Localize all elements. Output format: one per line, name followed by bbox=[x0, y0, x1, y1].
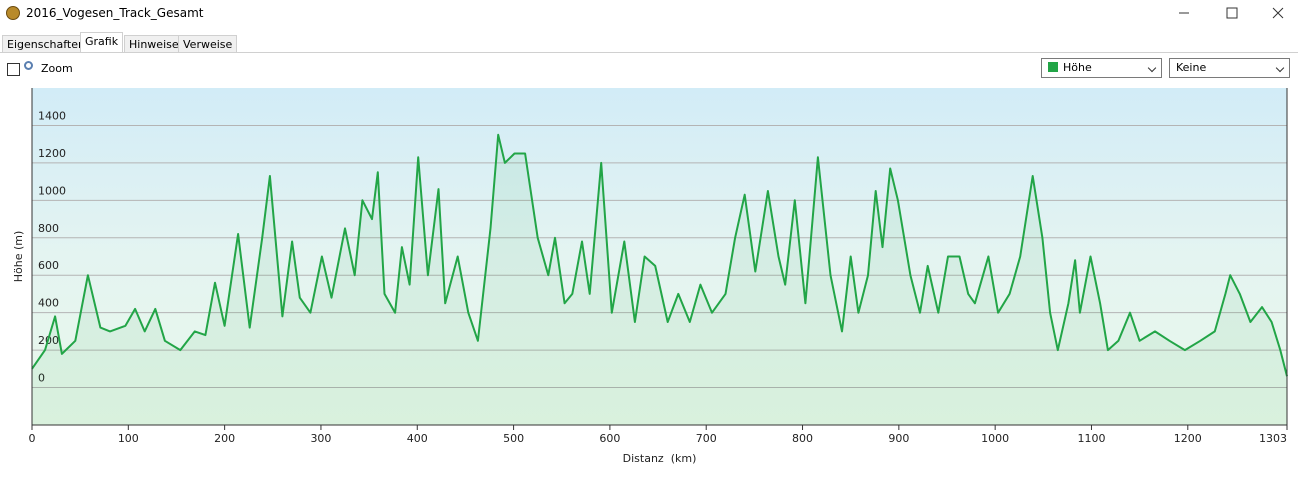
x-tick-label: 200 bbox=[214, 432, 235, 445]
x-tick-label: 600 bbox=[599, 432, 620, 445]
y-tick-label: 400 bbox=[38, 297, 59, 310]
x-tick-label: 700 bbox=[696, 432, 717, 445]
x-tick-label: 1100 bbox=[1077, 432, 1105, 445]
x-tick-label: 400 bbox=[407, 432, 428, 445]
x-tick-label: 800 bbox=[792, 432, 813, 445]
y-tick-label: 1000 bbox=[38, 184, 66, 197]
second-dropdown[interactable]: Keine bbox=[1169, 58, 1290, 78]
x-tick-label: 100 bbox=[118, 432, 139, 445]
x-tick-label: 0 bbox=[29, 432, 36, 445]
y-tick-label: 600 bbox=[38, 259, 59, 272]
x-tick-label: 500 bbox=[503, 432, 524, 445]
x-tick-label: 300 bbox=[310, 432, 331, 445]
zoom-label: Zoom bbox=[41, 62, 73, 75]
y-tick-label: 800 bbox=[38, 222, 59, 235]
app-icon bbox=[6, 6, 20, 20]
dropdown-text: Höhe bbox=[1063, 61, 1092, 74]
x-tick-label: 900 bbox=[888, 432, 909, 445]
tab[interactable]: Eigenschaften bbox=[2, 35, 90, 54]
dropdown-text: Keine bbox=[1176, 61, 1207, 74]
zoom-checkbox[interactable] bbox=[7, 63, 20, 76]
elevation-line bbox=[31, 133, 1288, 377]
tab[interactable]: Grafik bbox=[80, 32, 124, 54]
zoom-icon bbox=[24, 61, 33, 70]
x-tick-label: 1303 bbox=[1259, 432, 1287, 445]
maximize-button[interactable] bbox=[1222, 4, 1242, 22]
y-tick-label: 1400 bbox=[38, 109, 66, 122]
x-tick-label: 1000 bbox=[981, 432, 1009, 445]
series-dropdown[interactable]: Höhe bbox=[1041, 58, 1162, 78]
y-axis-title: Höhe (m) bbox=[12, 231, 25, 283]
title-bar: 2016_Vogesen_Track_Gesamt bbox=[0, 0, 1298, 28]
x-axis-title: Distanz (km) bbox=[623, 452, 697, 465]
x-tick-label: 1200 bbox=[1174, 432, 1202, 445]
close-button[interactable] bbox=[1268, 4, 1288, 22]
y-tick-label: 0 bbox=[38, 372, 45, 385]
y-tick-label: 1200 bbox=[38, 147, 66, 160]
minimize-button[interactable] bbox=[1174, 4, 1194, 22]
window-title: 2016_Vogesen_Track_Gesamt bbox=[26, 6, 204, 20]
color-swatch bbox=[1048, 62, 1058, 72]
area-fill bbox=[32, 134, 1287, 426]
